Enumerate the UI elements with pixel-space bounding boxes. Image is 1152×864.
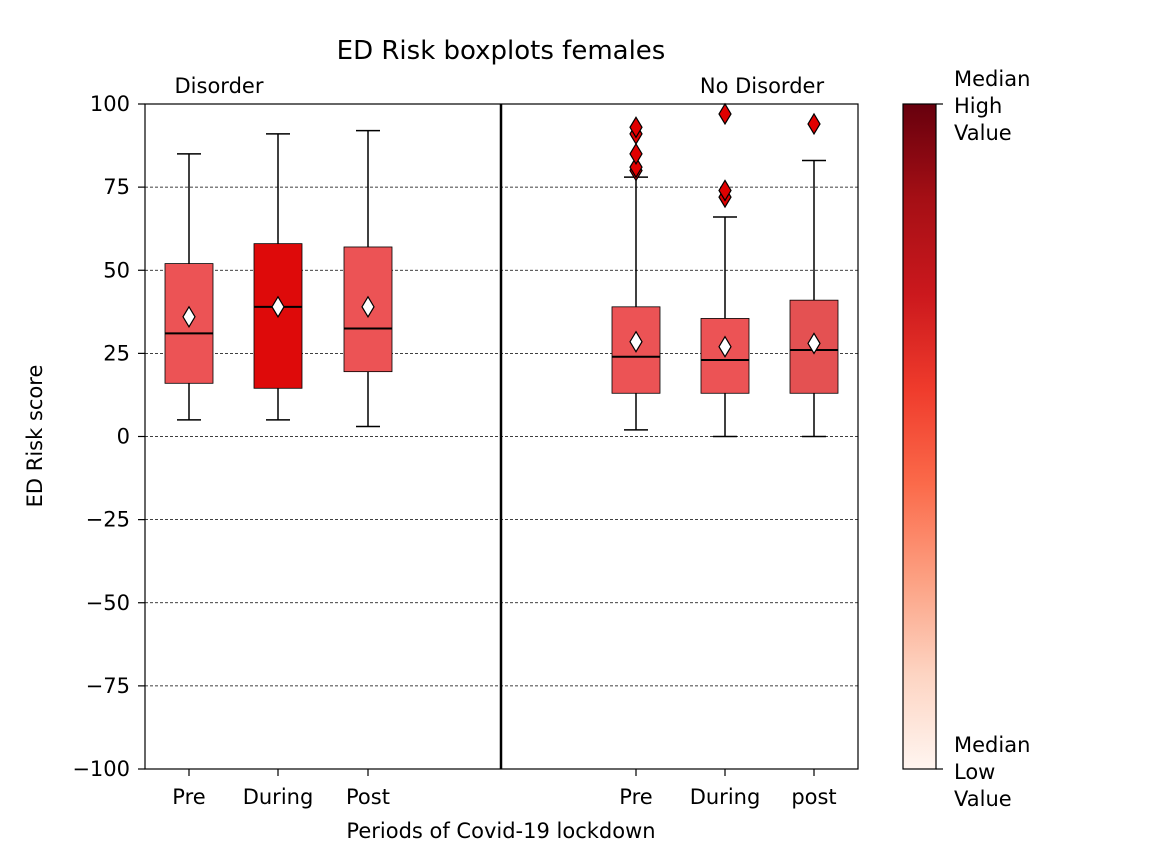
- mean-marker: [182, 305, 196, 328]
- box-no-disorder-during: [700, 102, 750, 438]
- colorbar-label-top: Median High Value: [954, 67, 1030, 145]
- y-axis: −100 −75 −50 −25 0 25 50 75 100: [72, 92, 145, 781]
- box-no-disorder-pre: [611, 116, 661, 431]
- outlier-marker: [718, 102, 732, 126]
- y-tick-label: −25: [86, 508, 130, 532]
- y-axis-label: ED Risk score: [23, 365, 47, 508]
- colorbar: Median High Value Median Low Value: [902, 67, 1030, 811]
- mean-marker: [718, 335, 732, 358]
- y-tick-label: −100: [72, 757, 130, 781]
- colorbar-label-bottom: Median Low Value: [954, 733, 1030, 811]
- x-tick-label: During: [243, 785, 314, 809]
- outlier-marker: [629, 116, 643, 139]
- box-no-disorder-post: [789, 112, 839, 438]
- mean-marker: [807, 332, 821, 355]
- box-disorder-during: [253, 133, 303, 421]
- y-tick-label: 50: [103, 258, 130, 282]
- mean-marker: [271, 295, 285, 318]
- chart-title: ED Risk boxplots females: [337, 36, 666, 66]
- colorbar-bar: [902, 103, 937, 770]
- x-tick-label: Pre: [172, 785, 205, 809]
- box-iqr: [343, 246, 393, 373]
- group-label-disorder: Disorder: [175, 74, 264, 98]
- group-label-no-disorder: No Disorder: [700, 74, 825, 98]
- x-tick-label: Post: [346, 785, 390, 809]
- box-disorder-pre: [164, 153, 214, 421]
- outlier-marker: [629, 142, 643, 166]
- x-tick-label: During: [690, 785, 761, 809]
- y-tick-label: −50: [86, 591, 130, 615]
- y-tick-label: 0: [117, 425, 130, 449]
- x-axis-label: Periods of Covid-19 lockdown: [346, 819, 655, 843]
- y-tick-label: 25: [103, 341, 130, 365]
- mean-marker: [361, 295, 375, 318]
- outlier-marker: [629, 156, 643, 179]
- mean-marker: [629, 330, 643, 353]
- x-axis: Pre During Post Pre During post: [172, 769, 837, 809]
- outlier-marker: [807, 112, 821, 136]
- x-tick-label: post: [791, 785, 836, 809]
- boxplots: [164, 102, 839, 438]
- y-tick-label: −75: [86, 674, 130, 698]
- y-tick-label: 75: [103, 175, 130, 199]
- y-tick-label: 100: [90, 92, 130, 116]
- outlier-marker: [718, 179, 732, 202]
- box-disorder-post: [343, 129, 393, 428]
- x-tick-label: Pre: [619, 785, 652, 809]
